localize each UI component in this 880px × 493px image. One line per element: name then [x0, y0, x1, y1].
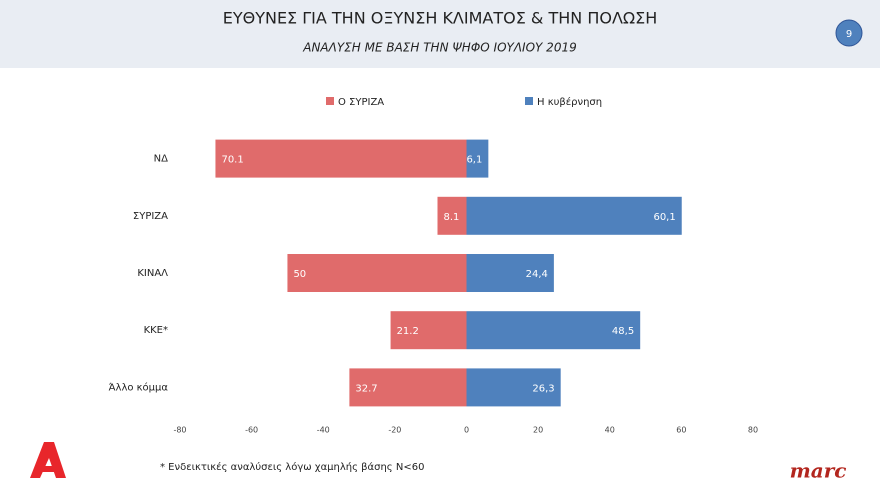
data-label: 32.7: [355, 383, 377, 394]
chart-title: ΕΥΘΥΝΕΣ ΓΙΑ ΤΗΝ ΟΞΥΝΣΗ ΚΛΙΜΑΤΟΣ & ΤΗΝ ΠΟ…: [223, 9, 658, 28]
data-label: 21.2: [397, 326, 419, 337]
bar: [466, 139, 489, 178]
data-label: 50: [293, 269, 306, 280]
y-tick-label: ΚΙΝΑΛ: [137, 268, 168, 279]
header-band: [0, 0, 880, 68]
x-tick-label: -80: [173, 426, 186, 435]
bar: [466, 254, 554, 292]
chart-subtitle: ΑΝΑΛΥΣΗ ΜΕ ΒΑΣΗ ΤΗΝ ΨΗΦΟ ΙΟΥΛΙΟΥ 2019: [302, 41, 576, 55]
legend-label: Ο ΣΥΡΙΖΑ: [338, 97, 384, 108]
footnote: * Ενδεικτικές αναλύσεις λόγω χαμηλής βάσ…: [160, 461, 424, 473]
data-label: 6,1: [466, 155, 482, 166]
page-badge: [835, 19, 863, 47]
legend-swatch: [326, 97, 334, 105]
x-tick-label: 40: [605, 426, 615, 435]
bar: [390, 311, 467, 350]
bar: [466, 368, 561, 407]
bar: [466, 311, 641, 350]
x-tick-label: 20: [533, 426, 543, 435]
data-label: 48,5: [612, 326, 634, 337]
data-label: 70.1: [221, 155, 243, 166]
bar: [437, 196, 467, 235]
bar: [349, 368, 467, 407]
data-label: 24,4: [526, 269, 548, 280]
bar: [215, 139, 467, 178]
page-number: 9: [846, 29, 852, 40]
data-label: 60,1: [653, 212, 675, 223]
legend-swatch: [525, 97, 533, 105]
x-tick-label: -60: [245, 426, 258, 435]
brand-logo: marc: [790, 459, 847, 483]
x-tick-label: -20: [388, 426, 401, 435]
channel-logo: [30, 442, 66, 478]
bar: [466, 196, 682, 235]
x-tick-label: 80: [748, 426, 758, 435]
data-label: 8.1: [443, 212, 459, 223]
bar: [287, 254, 467, 292]
data-label: 26,3: [532, 383, 554, 394]
legend-label: Η κυβέρνηση: [537, 96, 602, 108]
y-tick-label: ΝΔ: [154, 154, 168, 165]
y-tick-label: ΣΥΡΙΖΑ: [133, 211, 168, 222]
x-tick-label: -40: [317, 426, 330, 435]
x-tick-label: 0: [464, 426, 469, 435]
y-tick-label: ΚΚΕ*: [144, 325, 168, 336]
y-tick-label: Άλλο κόμμα: [109, 381, 169, 393]
x-tick-label: 60: [676, 426, 686, 435]
